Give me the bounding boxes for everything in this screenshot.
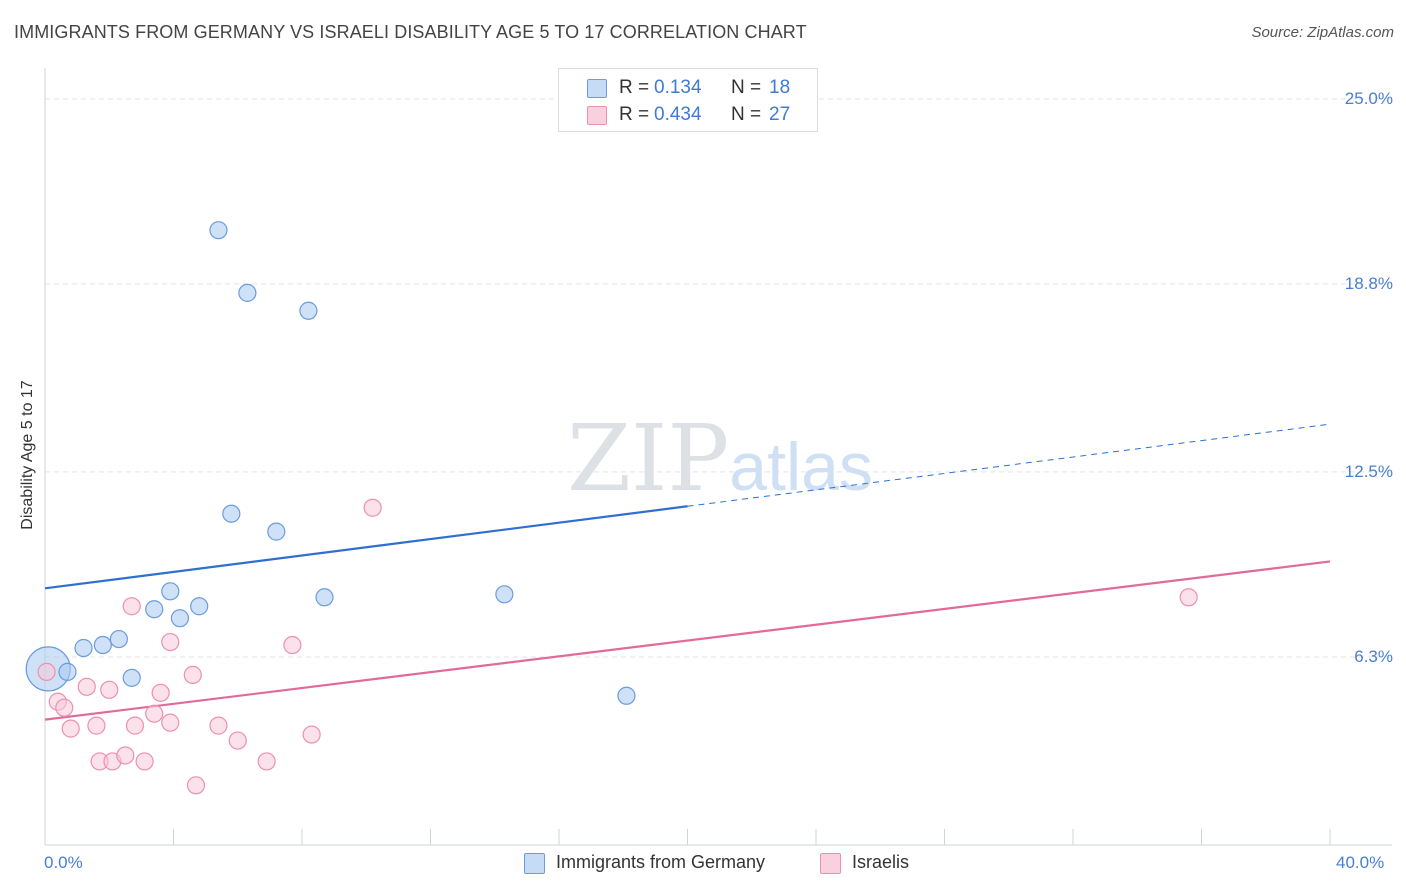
trend-lines xyxy=(44,423,1331,721)
bottom-legend-germany-label: Immigrants from Germany xyxy=(556,852,766,872)
n-value: 18 xyxy=(769,77,791,98)
watermark: ZIPatlas xyxy=(567,405,873,512)
israelis-point xyxy=(363,498,382,517)
trend-line-solid xyxy=(44,505,688,590)
stats-legend: R = 0.134 N = 18 R = 0.434 N = 27 xyxy=(558,68,818,132)
germany-point xyxy=(93,635,112,655)
germany-point xyxy=(161,582,180,601)
israelis-point xyxy=(55,698,74,717)
watermark-atlas: atlas xyxy=(729,429,873,505)
israelis-point xyxy=(37,662,56,681)
y-tick-label: 18.8% xyxy=(1344,273,1393,293)
israelis-point xyxy=(135,752,154,771)
germany-point xyxy=(267,522,286,541)
axes xyxy=(44,68,1392,846)
israelis-point xyxy=(257,752,276,771)
israelis-swatch xyxy=(587,106,607,125)
r-value: 0.134 xyxy=(654,77,702,98)
germany-swatch xyxy=(587,79,607,98)
israelis-point xyxy=(116,746,135,765)
germany-point xyxy=(238,283,257,302)
israelis-point xyxy=(87,716,106,735)
israelis-point xyxy=(1179,588,1198,607)
r-value: 0.434 xyxy=(654,104,702,125)
israelis-point xyxy=(122,597,141,616)
source-note: Source: ZipAtlas.com xyxy=(1251,24,1394,41)
y-tick-label: 12.5% xyxy=(1344,461,1393,481)
legend-row-israelis: R = 0.434 N = 27 xyxy=(559,100,817,128)
legend-row-germany: R = 0.134 N = 18 xyxy=(559,73,817,101)
israelis-point xyxy=(302,725,321,744)
germany-point xyxy=(109,629,128,649)
israelis-point xyxy=(161,632,180,652)
israelis-point xyxy=(145,704,164,723)
israelis-point xyxy=(161,713,180,732)
germany-point xyxy=(222,504,241,523)
n-label: N = xyxy=(731,104,762,125)
trend-line-solid xyxy=(44,560,1331,721)
data-points xyxy=(25,221,1198,795)
n-label: N = xyxy=(731,77,762,98)
germany-point xyxy=(74,638,93,658)
gridlines xyxy=(45,98,1392,658)
israelis-point xyxy=(125,716,145,735)
germany-point xyxy=(190,597,209,616)
germany-point xyxy=(58,662,77,681)
germany-point xyxy=(145,600,164,619)
r-label: R = xyxy=(619,77,650,98)
israelis-point xyxy=(228,731,247,750)
israelis-point xyxy=(283,635,302,655)
bottom-legend-germany-swatch xyxy=(524,853,545,874)
chart-title: IMMIGRANTS FROM GERMANY VS ISRAELI DISAB… xyxy=(14,22,807,42)
germany-point xyxy=(299,301,318,320)
germany-point xyxy=(170,609,190,628)
bottom-legend-israelis-label: Israelis xyxy=(852,852,910,872)
germany-point xyxy=(617,686,636,705)
israelis-point xyxy=(77,677,96,696)
israelis-point xyxy=(151,683,170,702)
n-value: 27 xyxy=(769,104,791,125)
watermark-zip: ZIP xyxy=(567,405,729,512)
germany-point xyxy=(315,588,334,607)
germany-point xyxy=(495,585,514,604)
bottom-legend-israelis-swatch xyxy=(820,853,841,874)
israelis-point xyxy=(186,776,206,795)
x-tick-min: 0.0% xyxy=(44,853,83,872)
x-tick-max: 40.0% xyxy=(1336,853,1385,872)
y-tick-label: 25.0% xyxy=(1344,88,1393,108)
germany-point xyxy=(122,668,141,687)
germany-point xyxy=(209,221,228,240)
israelis-point xyxy=(61,719,80,738)
israelis-point xyxy=(209,716,228,735)
r-label: R = xyxy=(619,104,650,125)
trend-line-dashed xyxy=(687,423,1331,507)
israelis-point xyxy=(183,665,202,684)
israelis-point xyxy=(100,680,119,699)
y-tick-label: 6.3% xyxy=(1354,646,1393,666)
